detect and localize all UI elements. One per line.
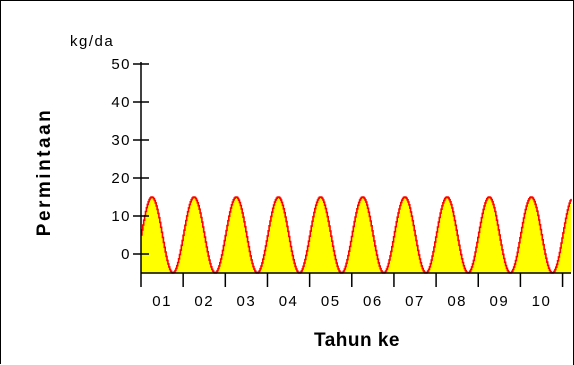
x-tick-label: 05 [321, 293, 341, 310]
y-tick-label: 10 [111, 208, 131, 225]
x-ticks: 01 02 03 04 05 06 07 08 09 10 [152, 273, 564, 310]
x-tick-label: 02 [194, 293, 214, 310]
y-tick-label: 0 [121, 246, 131, 263]
x-tick-label: 09 [489, 293, 509, 310]
y-ticks: 0 10 20 30 40 50 [111, 56, 149, 263]
series-line [141, 196, 572, 274]
series-layer [141, 196, 572, 274]
y-tick-label: 50 [111, 56, 131, 73]
x-tick-label: 10 [532, 293, 552, 310]
series-area-fill [141, 197, 571, 273]
x-tick-label: 08 [447, 293, 467, 310]
y-tick-label: 40 [111, 94, 131, 111]
x-tick-label: 01 [152, 293, 172, 310]
x-tick-label: 04 [279, 293, 299, 310]
y-axis-title: Permintaan [34, 108, 55, 236]
x-tick-label: 06 [363, 293, 383, 310]
x-axis-title: Tahun ke [314, 330, 400, 351]
y-tick-label: 30 [111, 132, 131, 149]
y-unit-label: kg/da [70, 33, 114, 50]
x-tick-label: 07 [405, 293, 425, 310]
y-tick-label: 20 [111, 170, 131, 187]
x-tick-label: 03 [237, 293, 257, 310]
